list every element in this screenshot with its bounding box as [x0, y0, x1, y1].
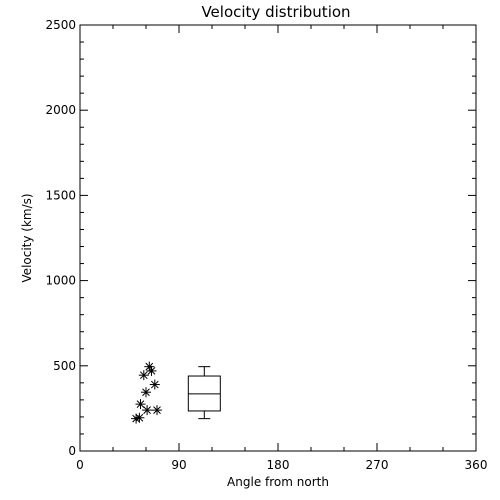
chart-title: Velocity distribution: [201, 3, 350, 21]
y-tick-label: 2500: [45, 18, 76, 32]
data-point: [146, 365, 157, 376]
y-tick-label: 1000: [45, 274, 76, 288]
y-tick-label: 500: [53, 359, 76, 373]
x-tick-label: 90: [171, 458, 186, 472]
data-point: [152, 405, 162, 416]
x-tick-label: 180: [267, 458, 290, 472]
data-point: [149, 379, 160, 390]
x-tick-label: 270: [366, 458, 389, 472]
y-axis-label: Velocity (km/s): [20, 193, 34, 282]
data-point: [138, 370, 149, 381]
x-tick-label: 360: [465, 458, 488, 472]
data-point: [141, 387, 151, 398]
x-axis-label: Angle from north: [227, 475, 329, 489]
boxplot: [187, 366, 221, 420]
x-tick-label: 0: [76, 458, 84, 472]
data-point: [135, 399, 146, 410]
axes-layer: 0 90 180 270 360 0 500 1000 1500 2000 2500: [45, 18, 487, 472]
plot-frame: [79, 24, 477, 452]
y-tick-label: 2000: [45, 103, 76, 117]
y-tick-label: 1500: [45, 188, 76, 202]
data-point: [134, 412, 145, 423]
y-tick-label: 0: [68, 444, 76, 458]
scatter-points: [131, 361, 162, 424]
data-point: [142, 405, 153, 416]
